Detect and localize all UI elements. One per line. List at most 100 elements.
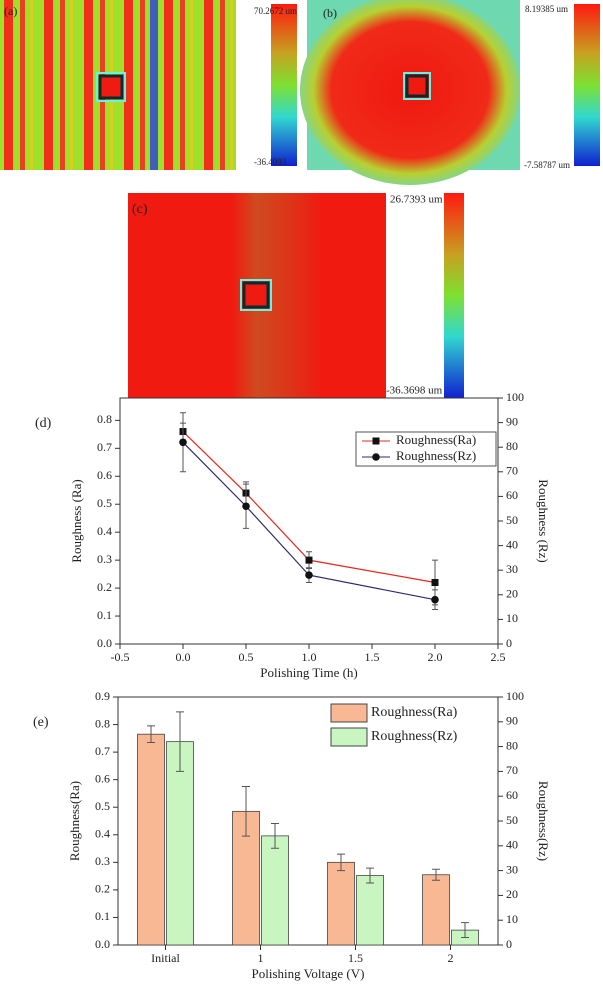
y-tick-label: 0.6 [95, 771, 110, 785]
y2-tick-label: 50 [506, 813, 518, 827]
x-tick-label: 0.5 [239, 650, 254, 664]
color-bar [271, 4, 297, 166]
y-tick-label: 0.7 [97, 440, 112, 454]
x-tick-label: 2.0 [428, 650, 443, 664]
panel-label: (b) [323, 6, 337, 20]
selection-box [242, 281, 270, 309]
bar [356, 875, 384, 946]
selection-box [98, 74, 124, 100]
error-bar [366, 867, 374, 884]
height-map-feature [150, 0, 158, 170]
data-point [431, 595, 439, 604]
legend-label: Roughness(Ra) [371, 705, 458, 720]
x-tick-label: 1.5 [348, 951, 363, 965]
y2-tick-label: 40 [506, 537, 518, 551]
legend-label: Roughness(Rz) [371, 729, 458, 744]
y-tick-label: 0.8 [95, 716, 110, 730]
x-axis-title: Polishing Time (h) [260, 665, 358, 680]
x-tick-label: 1.0 [302, 650, 317, 664]
error-bar [242, 786, 250, 837]
panel-a: (a) 70.2672 um -36.4993 [0, 0, 297, 170]
y-tick-label: 0.3 [97, 552, 112, 566]
y-tick-label: 0.5 [95, 799, 110, 813]
y-tick-label: 0.2 [95, 882, 110, 896]
y2-tick-label: 100 [506, 689, 524, 703]
y2-axis-title: Roughness(Rz) [536, 781, 551, 861]
y2-tick-label: 0 [506, 636, 512, 650]
x-tick-label: 0.0 [176, 650, 191, 664]
bar [261, 835, 289, 946]
panel-label: (c) [132, 202, 148, 217]
y2-tick-label: 80 [506, 738, 518, 752]
x-tick-label: 1.5 [365, 650, 380, 664]
y-tick-label: 0.2 [97, 580, 112, 594]
panel-label: (e) [33, 715, 49, 730]
y-axis-title: Roughness (Ra) [69, 479, 84, 562]
y-tick-label: 0.7 [95, 744, 110, 758]
y-tick-label: 0.9 [95, 689, 110, 703]
y2-tick-label: 80 [506, 439, 518, 453]
y-tick-label: 0.1 [95, 909, 110, 923]
y2-tick-label: 10 [506, 611, 518, 625]
selection-box [403, 72, 431, 100]
bar [422, 874, 450, 946]
legend-swatch [330, 703, 368, 723]
legend-marker [372, 437, 380, 445]
y2-tick-label: 40 [506, 838, 518, 852]
data-point [305, 556, 313, 564]
y2-tick-label: 10 [506, 912, 518, 926]
legend-swatch [330, 727, 368, 747]
data-line [182, 441, 436, 601]
y-tick-label: 0.3 [95, 854, 110, 868]
y-tick-label: 0.6 [97, 468, 112, 482]
bar [327, 861, 355, 946]
selection-box [405, 74, 429, 98]
error-bar [432, 868, 440, 881]
panel-b: (b) 8.19385 um -7.58787 um [300, 0, 600, 185]
y2-tick-label: 100 [506, 390, 524, 404]
y2-tick-label: 70 [506, 763, 518, 777]
error-bar [337, 853, 345, 872]
color-bar-min: -36.4993 [254, 157, 287, 167]
panel-c: (c) 26.7393 um -36.3698 um [128, 193, 464, 398]
y2-tick-label: 50 [506, 513, 518, 527]
error-bar [147, 725, 155, 743]
y-tick-label: 0.0 [95, 937, 110, 951]
y2-tick-label: 0 [506, 937, 512, 951]
y2-tick-label: 30 [506, 862, 518, 876]
y2-axis-title: Roughness (Rz) [536, 479, 551, 562]
legend-marker [372, 453, 380, 461]
y-tick-label: 0.8 [97, 412, 112, 426]
color-bar-max: 70.2672 um [254, 6, 297, 16]
y2-tick-label: 60 [506, 488, 518, 502]
selection-box [240, 279, 272, 311]
panel-label: (d) [35, 416, 52, 431]
x-tick-label: -0.5 [111, 650, 130, 664]
color-bar [574, 4, 600, 166]
panel-label: (a) [4, 4, 17, 18]
color-bar-min: -7.58787 um [524, 160, 570, 170]
x-tick-label: Initial [151, 951, 180, 965]
y2-tick-label: 20 [506, 587, 518, 601]
color-bar [444, 193, 464, 398]
error-bar [461, 922, 469, 939]
x-axis-title: Polishing Voltage (V) [252, 966, 365, 981]
y-tick-label: 0.4 [97, 524, 112, 538]
legend-label: Roughness(Rz) [396, 448, 476, 463]
x-tick-label: 1 [258, 951, 264, 965]
y2-tick-label: 60 [506, 788, 518, 802]
y2-tick-label: 30 [506, 562, 518, 576]
y2-tick-label: 20 [506, 887, 518, 901]
y-axis-title: Roughness(Ra) [67, 781, 82, 861]
y2-tick-label: 90 [506, 414, 518, 428]
x-tick-label: 2.5 [491, 650, 506, 664]
x-tick-label: 2 [448, 951, 454, 965]
color-bar-min: -36.3698 um [386, 385, 443, 397]
y-tick-label: 0.0 [97, 636, 112, 650]
selection-box [96, 72, 126, 102]
data-point [305, 571, 313, 579]
data-point [242, 502, 250, 511]
y-tick-label: 0.1 [97, 608, 112, 622]
y2-tick-label: 70 [506, 464, 518, 478]
